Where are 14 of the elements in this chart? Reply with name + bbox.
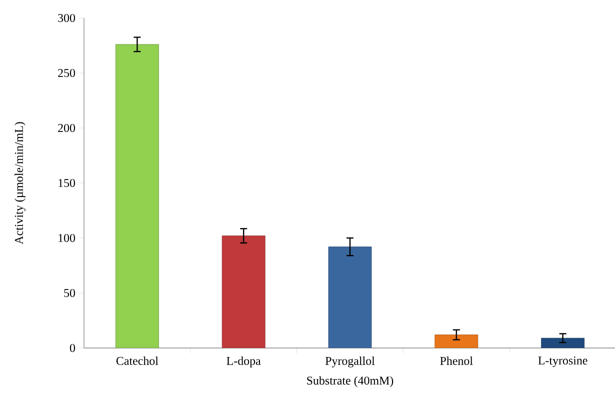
x-tick-label: L-tyrosine	[538, 356, 588, 368]
y-tick-label: 250	[58, 68, 76, 78]
y-tick-label: 150	[58, 178, 76, 188]
y-tick-label: 50	[64, 288, 76, 298]
y-tick-label: 300	[58, 14, 76, 22]
x-tick-label: Pyrogallol	[325, 356, 375, 368]
x-tick-label: L-dopa	[226, 356, 261, 368]
y-axis-title: Activity (µmole/min/mL)	[14, 122, 26, 244]
x-tick-label: Phenol	[440, 356, 473, 365]
y-tick-label: 0	[70, 344, 76, 352]
y-tick-label: 100	[58, 234, 76, 242]
x-tick-label: Catechol	[116, 356, 158, 365]
x-axis-title: Substrate (40mM)	[307, 376, 394, 388]
y-tick-label: 200	[58, 124, 76, 132]
